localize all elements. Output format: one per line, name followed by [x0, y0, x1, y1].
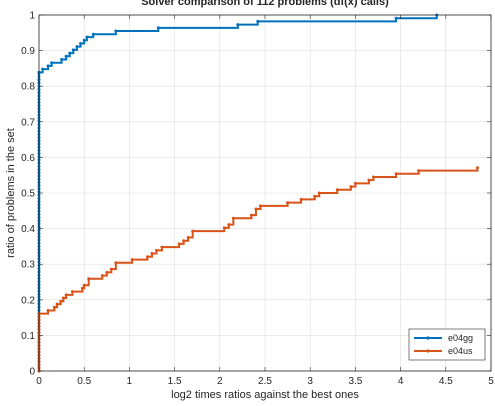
data-point-e04gg: [156, 26, 160, 30]
data-point-e04us: [227, 223, 231, 227]
data-point-e04us: [61, 296, 65, 300]
y-tick-label: 0.2: [21, 295, 35, 306]
x-tick-label: 0.5: [77, 376, 91, 387]
legend-marker-e04gg: [426, 336, 430, 340]
data-point-e04gg: [60, 58, 64, 61]
legend-marker-e04us: [426, 349, 430, 353]
data-point-e04gg: [46, 64, 50, 68]
data-point-e04us: [371, 175, 375, 179]
x-tick-label: 4.5: [439, 376, 453, 387]
data-point-e04us: [80, 286, 84, 290]
x-tick-label: 5: [488, 376, 494, 387]
x-tick-label: 1.5: [168, 376, 182, 387]
data-point-e04us: [109, 267, 113, 271]
x-tick-label: 0: [36, 376, 42, 387]
data-point-e04us: [317, 191, 321, 195]
data-point-e04us: [182, 239, 186, 243]
y-tick-label: 0.3: [21, 260, 35, 271]
y-tick-label: 0: [29, 367, 35, 378]
x-tick-label: 4: [398, 376, 404, 387]
y-tick-label: 0.6: [21, 153, 35, 164]
x-tick-label: 3: [307, 376, 313, 387]
data-point-e04gg: [64, 54, 68, 58]
y-tick-label: 0.9: [21, 46, 35, 57]
data-point-e04us: [394, 172, 398, 176]
data-point-e04us: [475, 166, 479, 170]
data-point-e04gg: [71, 48, 75, 52]
y-tick-label: 0.7: [21, 117, 35, 128]
x-tick-label: 1: [127, 376, 133, 387]
data-point-e04us: [299, 197, 303, 201]
x-tick-label: 2: [217, 376, 223, 387]
data-point-e04gg: [41, 67, 45, 71]
data-point-e04gg: [91, 32, 95, 36]
data-point-e04us: [254, 207, 258, 211]
chart-title: Solver comparison of 112 problems (df(x)…: [141, 0, 389, 8]
data-point-e04gg: [50, 61, 54, 65]
x-tick-label: 3.5: [348, 376, 362, 387]
series-layer: [37, 13, 479, 373]
y-tick-label: 1: [29, 11, 35, 22]
data-point-e04us: [286, 201, 290, 205]
data-point-e04us: [70, 290, 74, 294]
data-point-e04us: [150, 252, 154, 256]
data-point-e04us: [87, 277, 91, 281]
data-point-e04us: [52, 305, 56, 309]
legend: e04gg e04us: [408, 328, 486, 361]
data-point-e04gg: [394, 16, 398, 20]
legend-box: [408, 328, 486, 361]
data-point-e04us: [186, 236, 190, 239]
data-point-e04us: [249, 213, 253, 217]
data-point-e04us: [155, 248, 159, 252]
data-point-e04us: [417, 169, 421, 173]
data-point-e04gg: [85, 35, 89, 39]
data-point-e04gg: [82, 38, 86, 42]
data-point-e04us: [335, 188, 339, 192]
data-point-e04us: [59, 299, 63, 303]
series-line-e04us: [38, 167, 479, 371]
y-axis-label: ratio of problems in the set: [5, 128, 17, 258]
data-point-e04us: [160, 245, 164, 249]
data-point-e04gg: [114, 29, 118, 33]
y-tick-label: 0.1: [21, 331, 35, 342]
x-tick-label: 2.5: [258, 376, 272, 387]
y-tick-label: 0.5: [21, 189, 35, 200]
data-point-e04us: [82, 283, 86, 287]
legend-label-e04gg: e04gg: [448, 333, 473, 343]
data-point-e04us: [55, 302, 59, 306]
data-point-e04us: [349, 185, 353, 189]
data-point-e04us: [145, 255, 149, 259]
x-axis-label: log2 times ratios against the best ones: [171, 389, 359, 401]
data-point-e04us: [105, 270, 109, 274]
y-tick-label: 0.4: [21, 224, 35, 235]
data-point-e04us: [222, 226, 226, 230]
data-point-e04gg: [79, 41, 83, 45]
data-point-e04us: [64, 293, 68, 297]
data-point-e04us: [353, 181, 357, 185]
data-point-e04gg: [75, 45, 79, 49]
data-point-e04us: [258, 204, 262, 208]
data-point-e04gg: [236, 23, 240, 27]
data-point-e04us: [46, 308, 50, 312]
data-point-e04us: [114, 261, 118, 265]
data-point-e04gg: [256, 19, 260, 23]
data-point-e04us: [130, 258, 134, 262]
data-point-e04us: [177, 242, 181, 246]
data-point-e04us: [367, 178, 371, 182]
legend-label-e04us: e04us: [448, 346, 473, 356]
data-point-e04us: [231, 216, 235, 220]
data-point-e04us: [313, 194, 317, 198]
data-point-e04us: [191, 229, 195, 233]
axis-ticks: 0 0.5 1 1.5 2 2.5 3 3.5 4 4.5 5 0 0.1 0.2 0.3 0.4 0.5 0.6…: [21, 11, 494, 388]
y-tick-label: 0.8: [21, 82, 35, 93]
data-point-e04us: [100, 274, 104, 278]
data-point-e04gg: [68, 51, 72, 55]
